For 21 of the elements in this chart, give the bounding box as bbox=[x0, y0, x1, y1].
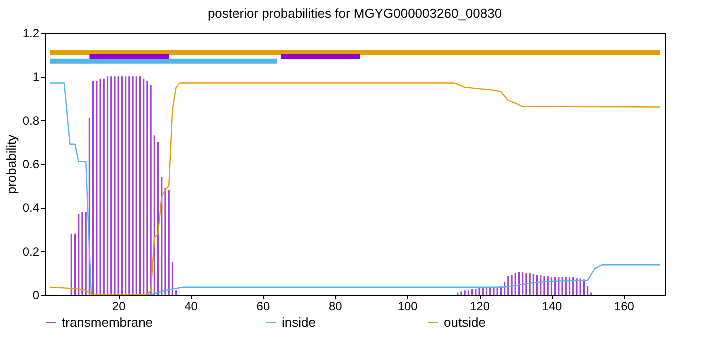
x-tick-label: 120 bbox=[470, 300, 490, 314]
x-tick-label: 140 bbox=[542, 300, 563, 314]
x-tick-label: 80 bbox=[328, 300, 343, 314]
x-tick-label: 60 bbox=[256, 300, 270, 314]
x-tick-label: 20 bbox=[112, 300, 126, 314]
y-tick-label: 0.4 bbox=[22, 201, 40, 216]
x-tick-label: 100 bbox=[398, 300, 418, 314]
y-tick-label: 0.2 bbox=[22, 244, 40, 259]
x-tick-label: 40 bbox=[184, 300, 198, 314]
y-axis-title: probability bbox=[4, 134, 19, 194]
line-series bbox=[49, 82, 661, 295]
chart-title: posterior probabilities for MGYG000003260_00830 bbox=[208, 6, 502, 21]
legend-label: outside bbox=[444, 314, 486, 330]
x-tick-label: 160 bbox=[614, 300, 635, 314]
y-tick-label: 1 bbox=[32, 70, 40, 84]
legend-label: inside bbox=[282, 314, 316, 330]
y-tick-label: 0.6 bbox=[22, 158, 40, 172]
y-tick-label: 0 bbox=[32, 288, 40, 302]
y-tick-label: 0.8 bbox=[22, 114, 40, 128]
legend-label: transmembrane bbox=[62, 314, 154, 330]
y-tick-label: 1.2 bbox=[22, 26, 40, 40]
